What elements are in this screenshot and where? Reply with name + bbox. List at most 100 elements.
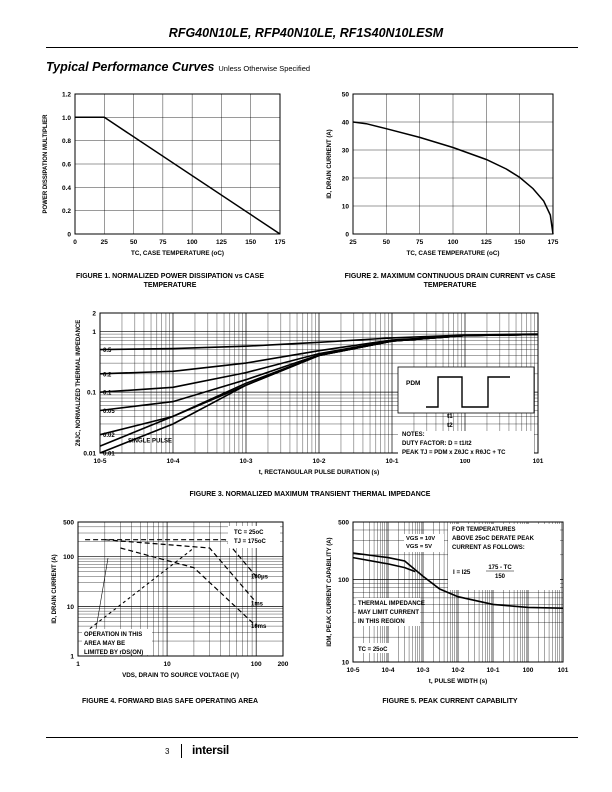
x-tick-label: 150 bbox=[514, 239, 525, 246]
figure-3-chart: 10-5 10-4 10-3 10-2 10-1 100 101 0.01 0.1 1 2 t, RE… bbox=[76, 311, 544, 477]
curve-label: 0.1 bbox=[103, 391, 112, 397]
footer-rule bbox=[46, 737, 578, 738]
y-tick-label: 10 bbox=[342, 660, 350, 667]
y-tick-label: 500 bbox=[338, 520, 349, 527]
x-tick-label: 101 bbox=[558, 667, 569, 674]
y-tick-label: 1.2 bbox=[62, 92, 71, 99]
x-axis-title: TC, CASE TEMPERATURE (oC) bbox=[407, 250, 500, 257]
series-line-drain-current bbox=[352, 121, 554, 235]
curve-label-10ms: 10ms bbox=[251, 624, 267, 630]
y-tick-label: 1 bbox=[92, 329, 96, 336]
x-tick-label: 75 bbox=[159, 239, 167, 246]
y-tick-label: 20 bbox=[342, 176, 350, 183]
x-tick-label: 10-4 bbox=[166, 458, 179, 465]
x-tick-label: 0 bbox=[73, 239, 77, 246]
page-number: 3 bbox=[165, 747, 170, 756]
series-line-10ms bbox=[120, 547, 257, 627]
legend-text: VGS = 5V bbox=[406, 544, 432, 550]
y-tick-label: 10 bbox=[67, 604, 75, 611]
x-tick-label: 50 bbox=[130, 239, 138, 246]
annotation-background bbox=[82, 629, 152, 655]
x-tick-label: 25 bbox=[101, 239, 109, 246]
note-line: NOTES: bbox=[402, 432, 425, 438]
figure-1-caption: FIGURE 1. NORMALIZED POWER DISSIPATION v… bbox=[76, 273, 264, 289]
condition-text: TC = 25oC bbox=[358, 647, 388, 653]
annotation-text: OPERATION IN THIS bbox=[84, 632, 142, 638]
formula-denominator: 150 bbox=[495, 574, 506, 580]
x-tick-label: 200 bbox=[278, 661, 289, 668]
curve-label-1ms: 1ms bbox=[251, 601, 264, 607]
x-tick-label: 175 bbox=[275, 239, 286, 246]
inset-t1-label: t1 bbox=[447, 413, 453, 420]
formula-numerator: 175 - TC bbox=[488, 565, 512, 571]
curve-label: 0.2 bbox=[103, 372, 112, 378]
x-tick-label: 150 bbox=[245, 239, 256, 246]
x-tick-label: 10-3 bbox=[416, 667, 429, 674]
curve-label: 0.05 bbox=[103, 409, 115, 415]
header-rule bbox=[46, 47, 578, 48]
pulse-waveform bbox=[426, 376, 510, 408]
x-axis-title: t, PULSE WIDTH (s) bbox=[429, 678, 487, 685]
section-title: Typical Performance Curves Unless Otherwi… bbox=[46, 60, 311, 74]
x-tick-label: 10-4 bbox=[381, 667, 394, 674]
notes-background bbox=[398, 431, 534, 459]
curve-label-single-pulse: SINGLE PULSE bbox=[128, 439, 172, 445]
y-tick-label: 1 bbox=[70, 654, 74, 661]
annotation-background bbox=[356, 598, 420, 626]
y-tick-label: 0.8 bbox=[62, 138, 71, 145]
x-tick-label: 10-1 bbox=[385, 458, 398, 465]
y-tick-label: 2 bbox=[92, 311, 96, 318]
x-tick-label: 25 bbox=[349, 239, 357, 246]
x-tick-label: 75 bbox=[416, 239, 424, 246]
annotation-text: LIMITED BY rDS(ON) bbox=[84, 650, 143, 656]
annotation-leader bbox=[95, 557, 109, 630]
x-tick-label: 10 bbox=[163, 661, 171, 668]
y-tick-label: 40 bbox=[342, 120, 350, 127]
y-tick-label: 30 bbox=[342, 148, 350, 155]
x-tick-label: 101 bbox=[533, 458, 544, 465]
figure-4-caption: FIGURE 4. FORWARD BIAS SAFE OPERATING AR… bbox=[81, 698, 259, 705]
note-text: FOR TEMPERATURES bbox=[452, 527, 516, 533]
note-text: CURRENT AS FOLLOWS: bbox=[452, 545, 525, 551]
note-line: PEAK TJ = PDM x ZθJC x RθJC + TC bbox=[402, 450, 506, 456]
x-tick-label: 125 bbox=[216, 239, 227, 246]
figure-4-chart: 1 10 100 200 1 10 100 500 VDS, DRAIN TO SOURCE V… bbox=[52, 520, 289, 680]
annotation-text: AREA MAY BE bbox=[84, 641, 125, 647]
plot-frame bbox=[352, 521, 564, 663]
annotation-text: THERMAL IMPEDANCE bbox=[358, 601, 425, 607]
plot-frame bbox=[99, 312, 539, 454]
x-axis-title: TC, CASE TEMPERATURE (oC) bbox=[131, 250, 224, 257]
figure-2-chart: 25 50 75 100 125 150 175 0 10 20 30 40 50 TC, CASE TE… bbox=[327, 92, 559, 258]
note-line: DUTY FACTOR: D = t1/t2 bbox=[402, 441, 472, 447]
y-tick-label: 1.0 bbox=[62, 115, 71, 122]
x-tick-label: 100 bbox=[460, 458, 471, 465]
curve-label: 0.5 bbox=[103, 348, 112, 354]
inset-pdm-label: PDM bbox=[406, 380, 420, 387]
condition-text: TC = 25oC bbox=[234, 530, 264, 536]
y-tick-label: 50 bbox=[342, 92, 350, 99]
figure-2-caption: FIGURE 2. MAXIMUM CONTINUOUS DRAIN CURRE… bbox=[344, 273, 556, 289]
note-text: ABOVE 25oC DERATE PEAK bbox=[452, 536, 535, 542]
plot-frame bbox=[352, 93, 554, 235]
y-tick-label: 0 bbox=[67, 232, 71, 239]
x-tick-label: 10-3 bbox=[239, 458, 252, 465]
y-tick-label: 10 bbox=[342, 204, 350, 211]
figure-1-chart: 0 25 50 75 100 125 150 175 0 0.2 0.4 0.6 0.8 1.0 1.2 TC… bbox=[43, 92, 286, 258]
y-tick-label: 0.01 bbox=[83, 451, 96, 458]
curve-label: 0.02 bbox=[103, 433, 115, 439]
plot-frame bbox=[77, 521, 284, 657]
y-tick-label: 500 bbox=[63, 520, 74, 527]
annotation-text: MAY LIMIT CURRENT bbox=[358, 610, 419, 616]
x-tick-label: 100 bbox=[448, 239, 459, 246]
y-tick-label: 0.1 bbox=[87, 390, 96, 397]
figure-5-caption: FIGURE 5. PEAK CURRENT CAPABILITY bbox=[382, 698, 518, 705]
y-axis-title: ID, DRAIN CURRENT (A) bbox=[327, 129, 333, 198]
condition-text: TJ = 175oC bbox=[234, 539, 267, 545]
legend-text: VGS = 10V bbox=[406, 536, 435, 542]
x-tick-label: 50 bbox=[383, 239, 391, 246]
section-subtitle: Unless Otherwise Specified bbox=[218, 64, 311, 73]
footer-divider bbox=[181, 744, 182, 758]
y-tick-label: 100 bbox=[63, 554, 74, 561]
x-tick-label: 125 bbox=[481, 239, 492, 246]
x-tick-label: 10-2 bbox=[312, 458, 325, 465]
